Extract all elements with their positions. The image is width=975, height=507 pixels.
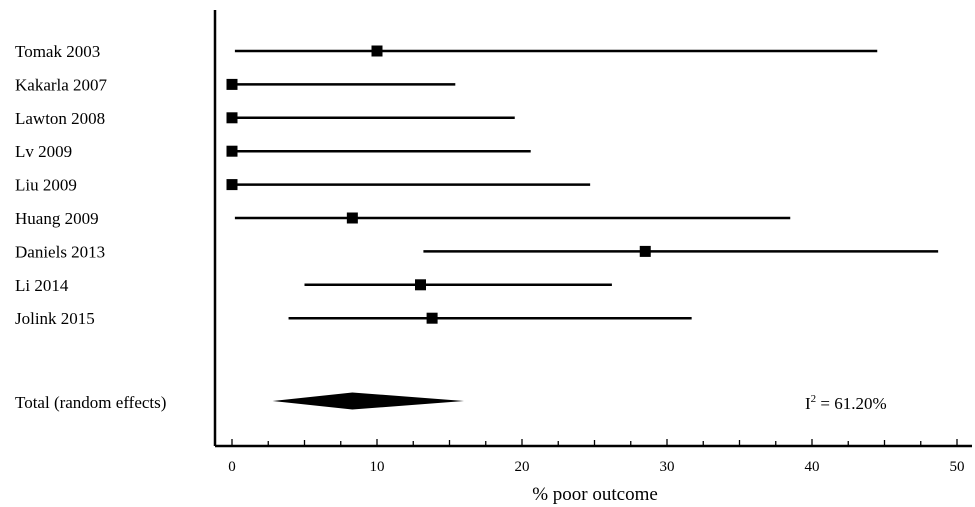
- estimate-marker: [226, 145, 238, 157]
- x-tick-label: 40: [805, 459, 820, 475]
- estimate-marker: [226, 78, 238, 90]
- study-label: Lawton 2008: [15, 109, 105, 128]
- estimate-marker: [371, 45, 383, 57]
- estimate-marker: [639, 245, 651, 257]
- study-label: Liu 2009: [15, 176, 77, 195]
- estimate-marker: [346, 212, 358, 224]
- estimate-marker: [226, 112, 238, 124]
- total-label: Total (random effects): [15, 393, 166, 412]
- estimate-marker: [226, 179, 238, 191]
- x-axis-label: % poor outcome: [532, 484, 658, 505]
- point-estimates: [226, 45, 651, 324]
- x-tick-label: 0: [228, 459, 236, 475]
- i2-exponent: 2: [811, 393, 817, 405]
- study-labels: Tomak 2003 Kakarla 2007 Lawton 2008 Lv 2009…: [15, 42, 108, 328]
- x-tick-label: 10: [370, 459, 385, 475]
- x-axis-ticks: 0 10 20 30 40 50: [228, 439, 965, 475]
- study-label: Huang 2009: [15, 209, 99, 228]
- total-diamond: [272, 392, 464, 410]
- total-row: Total (random effects): [15, 392, 464, 412]
- confidence-intervals: [232, 49, 939, 320]
- i2-symbol: I: [805, 394, 811, 413]
- estimate-marker: [415, 279, 426, 291]
- study-label: Li 2014: [15, 276, 69, 295]
- study-label: Kakarla 2007: [15, 75, 108, 94]
- heterogeneity-stat: I2 = 61.20%: [805, 393, 887, 413]
- study-label: Lv 2009: [15, 142, 72, 161]
- x-tick-label: 30: [660, 459, 675, 475]
- x-tick-label: 20: [515, 459, 530, 475]
- study-label: Jolink 2015: [15, 309, 95, 328]
- estimate-marker: [426, 312, 438, 324]
- study-label: Tomak 2003: [15, 42, 100, 61]
- i2-value: = 61.20%: [816, 394, 887, 413]
- x-tick-label: 50: [950, 459, 965, 475]
- study-label: Daniels 2013: [15, 242, 105, 261]
- axes: [213, 10, 972, 448]
